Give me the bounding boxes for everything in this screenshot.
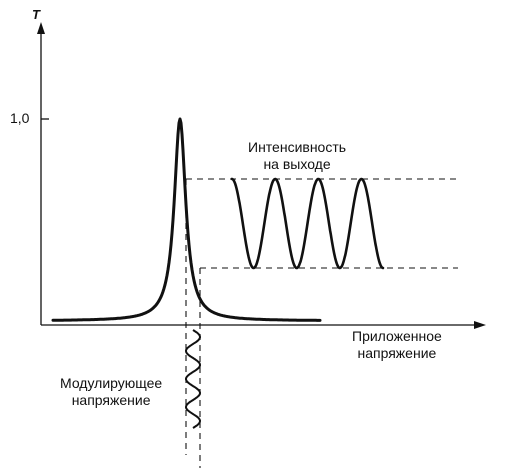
modulating-voltage-label-line2: напряжение [71,392,151,408]
modulating-voltage-wave [185,329,201,429]
output-intensity-label: Интенсивность на выходе [248,139,346,173]
transmission-curve [51,117,322,322]
modulating-voltage-label-line1: Модулирующее [60,375,163,391]
y-axis-label: T [32,7,40,22]
y-tick-label: 1,0 [10,110,30,126]
output-intensity-label-line1: Интенсивность [248,139,347,155]
modulating-voltage-label: Модулирующее напряжение [60,375,162,409]
output-intensity-label-line2: на выходе [263,156,331,172]
x-axis-label-line2: напряжение [357,345,437,361]
x-axis-arrow [474,321,486,329]
x-axis-label: Приложенное напряжение [352,328,442,362]
output-intensity-wave [230,177,385,270]
x-axis-label-line1: Приложенное [352,328,442,344]
y-axis-arrow [37,22,45,34]
